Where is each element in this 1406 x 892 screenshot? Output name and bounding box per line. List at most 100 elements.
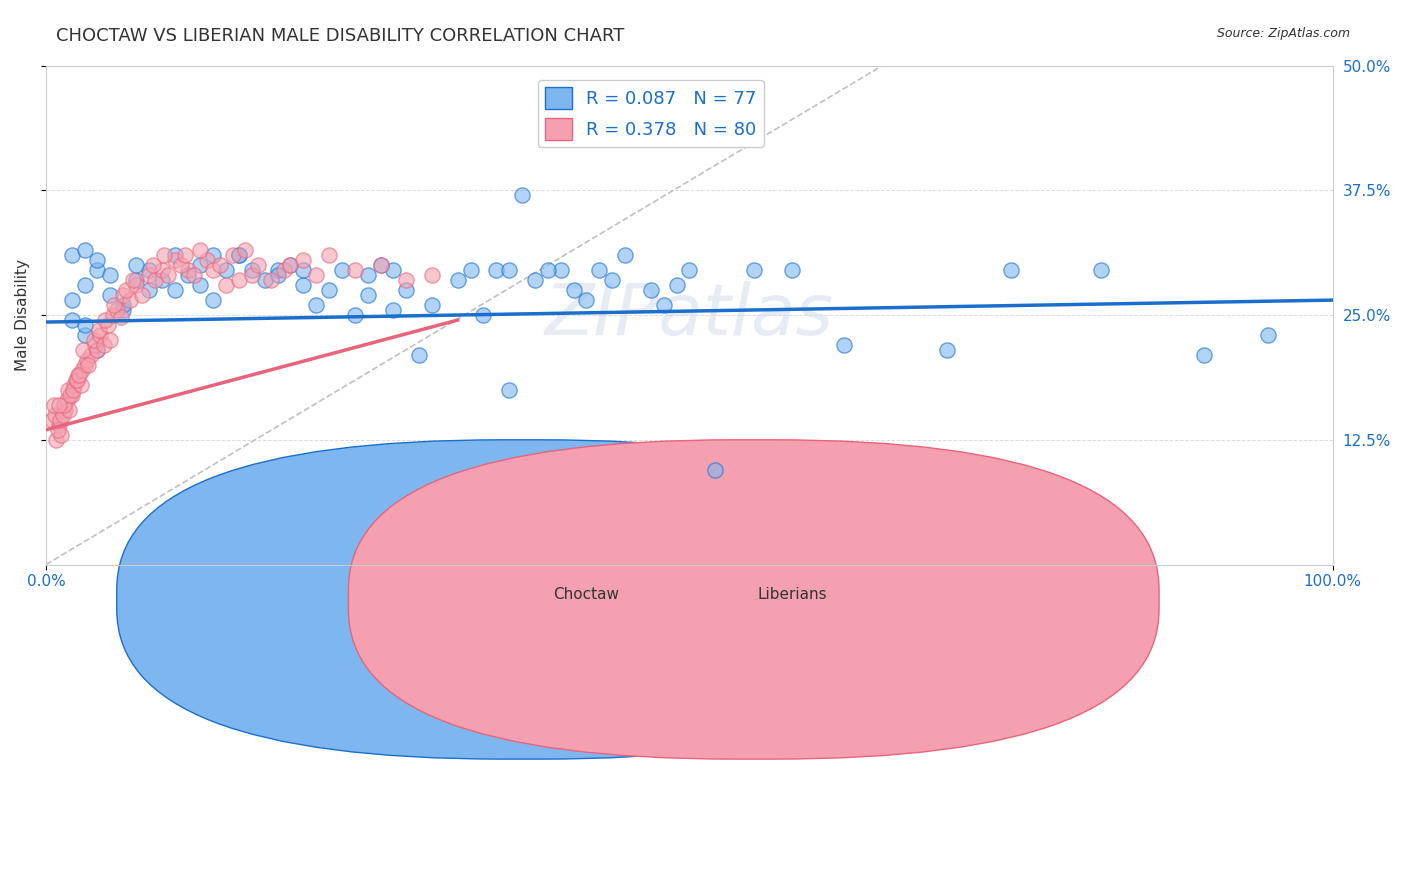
- Point: [1090, 263, 1112, 277]
- Point: [138, 268, 160, 282]
- Point: [80, 348, 103, 362]
- Point: [704, 463, 727, 477]
- Point: [114, 283, 136, 297]
- Point: [292, 278, 315, 293]
- Point: [60, 293, 83, 307]
- Point: [330, 263, 353, 277]
- Point: [112, 303, 135, 318]
- Point: [176, 268, 198, 282]
- Point: [150, 273, 173, 287]
- Point: [73, 278, 96, 293]
- Point: [125, 273, 148, 287]
- Point: [202, 263, 225, 277]
- Point: [86, 343, 108, 357]
- Point: [742, 263, 765, 277]
- Point: [86, 253, 108, 268]
- Point: [98, 268, 121, 282]
- Point: [370, 258, 392, 272]
- Point: [41, 413, 63, 427]
- Point: [195, 253, 218, 268]
- Text: CHOCTAW VS LIBERIAN MALE DISABILITY CORRELATION CHART: CHOCTAW VS LIBERIAN MALE DISABILITY CORR…: [56, 27, 624, 45]
- Point: [588, 263, 610, 277]
- Point: [498, 263, 520, 277]
- Point: [97, 318, 120, 332]
- Point: [832, 338, 855, 352]
- Point: [153, 248, 176, 262]
- Point: [60, 313, 83, 327]
- Point: [460, 263, 482, 277]
- Point: [228, 248, 250, 262]
- Point: [498, 383, 520, 397]
- Point: [89, 328, 111, 343]
- Point: [69, 378, 91, 392]
- Point: [935, 343, 957, 357]
- Point: [260, 273, 283, 287]
- Point: [125, 278, 148, 293]
- Point: [157, 268, 180, 282]
- Point: [305, 298, 328, 312]
- Point: [176, 263, 198, 277]
- Point: [87, 323, 110, 337]
- Point: [600, 273, 623, 287]
- Point: [1257, 328, 1279, 343]
- Point: [305, 268, 328, 282]
- Point: [395, 283, 418, 297]
- Point: [150, 263, 173, 277]
- Point: [112, 298, 135, 312]
- Point: [395, 273, 418, 287]
- Point: [67, 368, 90, 382]
- Point: [273, 263, 295, 277]
- Point: [49, 413, 72, 427]
- Y-axis label: Male Disability: Male Disability: [15, 259, 30, 371]
- Point: [562, 283, 585, 297]
- Point: [408, 348, 430, 362]
- Point: [58, 402, 80, 417]
- Point: [247, 258, 270, 272]
- Point: [51, 427, 73, 442]
- Point: [523, 273, 546, 287]
- Point: [67, 368, 90, 382]
- Point: [343, 263, 366, 277]
- Point: [235, 243, 257, 257]
- Point: [318, 283, 340, 297]
- Point: [94, 313, 117, 327]
- Point: [627, 119, 650, 133]
- Point: [76, 353, 98, 368]
- Point: [131, 288, 153, 302]
- Point: [640, 283, 662, 297]
- Point: [72, 343, 94, 357]
- Point: [240, 263, 263, 277]
- Point: [105, 303, 128, 318]
- Point: [45, 433, 67, 447]
- Point: [215, 263, 238, 277]
- Point: [163, 248, 186, 262]
- Point: [101, 308, 124, 322]
- Point: [510, 188, 533, 202]
- Point: [125, 258, 148, 272]
- Point: [62, 383, 84, 397]
- Point: [266, 263, 288, 277]
- Point: [678, 263, 700, 277]
- Point: [382, 263, 405, 277]
- Text: Liberians: Liberians: [758, 588, 827, 602]
- Point: [163, 283, 186, 297]
- Point: [183, 268, 205, 282]
- Point: [46, 423, 69, 437]
- Point: [537, 263, 560, 277]
- Point: [112, 288, 135, 302]
- Point: [1000, 263, 1022, 277]
- Point: [280, 258, 302, 272]
- Point: [60, 248, 83, 262]
- Point: [93, 338, 115, 352]
- Point: [240, 268, 263, 282]
- Point: [221, 248, 243, 262]
- Point: [73, 328, 96, 343]
- Point: [53, 398, 76, 412]
- Point: [55, 392, 77, 407]
- FancyBboxPatch shape: [349, 440, 1159, 759]
- Point: [174, 248, 197, 262]
- Point: [357, 288, 380, 302]
- Point: [382, 303, 405, 318]
- Point: [215, 278, 238, 293]
- Point: [83, 338, 105, 352]
